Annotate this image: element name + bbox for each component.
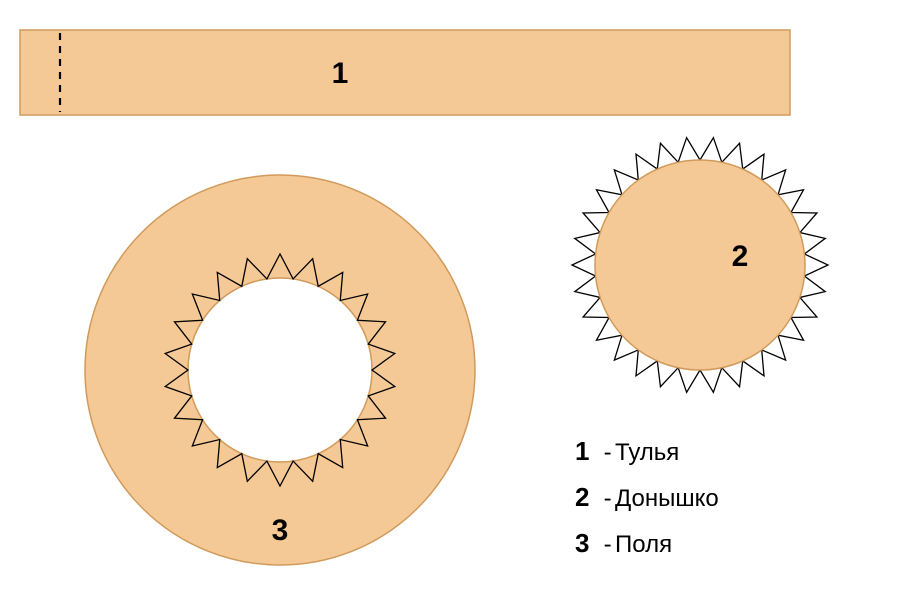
legend-label: Тулья [615,439,679,466]
diagram-canvas: 1 3 2 1 - Тулья 2 - Донышко 3 - Поля [0,0,900,600]
legend-row-3: 3 - Поля [575,528,672,558]
shape-band: 1 [20,30,790,115]
ring-number-label: 3 [272,514,289,547]
legend-num: 1 [575,436,589,466]
band-rect [20,30,790,115]
ring-annulus [85,175,475,565]
legend-row-1: 1 - Тулья [575,436,679,466]
shape-disc: 2 [572,138,828,393]
shape-ring: 3 [85,175,475,565]
legend-label: Поля [615,531,672,558]
legend-num: 3 [575,528,589,558]
legend-label: Донышко [615,485,719,512]
band-number-label: 1 [332,57,349,90]
disc-number-label: 2 [732,240,749,273]
legend: 1 - Тулья 2 - Донышко 3 - Поля [575,436,719,558]
disc-circle [595,160,805,370]
legend-num: 2 [575,482,589,512]
legend-row-2: 2 - Донышко [575,482,719,512]
